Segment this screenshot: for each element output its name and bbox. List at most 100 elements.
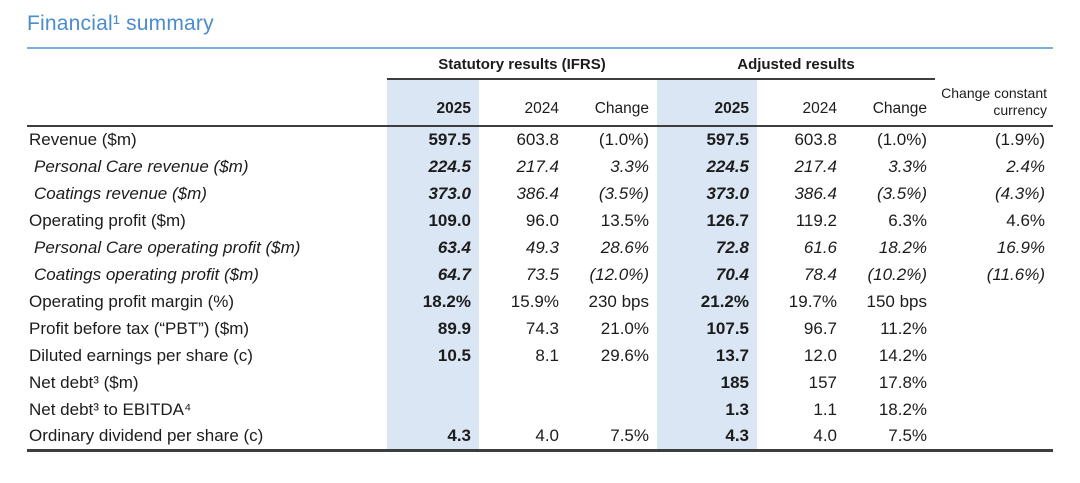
cell-stat-change: (1.0%): [598, 130, 649, 150]
cell-stat-change: (12.0%): [589, 264, 649, 284]
cell-stat-2025: 18.2%: [387, 288, 479, 316]
cell-stat-change: 230 bps: [588, 291, 650, 311]
cell-stat-2024: 386.4: [516, 183, 559, 203]
row-label: Net debt³ to EBITDA⁴: [29, 399, 192, 419]
cell-adj-2025: 107.5: [657, 315, 757, 343]
cell-stat-change: 29.6%: [600, 345, 649, 365]
cell-stat-change: (3.5%): [598, 183, 649, 203]
cell-adj-2025: 597.5: [657, 126, 757, 154]
cell-adj-change: (10.2%): [867, 264, 928, 284]
financial-summary-table: Statutory results (IFRS) Adjusted result…: [27, 47, 1054, 452]
cell-stat-change: 3.3%: [610, 156, 649, 176]
cell-adj-2024: 4.0: [757, 423, 845, 452]
cell-adj-2024: 19.7%: [788, 291, 837, 311]
cell-stat-2025: 64.7: [387, 261, 479, 289]
cell-adj-2025: 126.7: [657, 207, 757, 235]
cell-adj-2025: 4.3: [657, 423, 757, 452]
row-operating-profit-margin: Operating profit margin (%) 18.2% 15.9% …: [27, 288, 1053, 316]
row-net-debt: Net debt³ ($m) 185 157 17.8%: [27, 369, 1053, 397]
group-header-spacer-right: [935, 48, 1053, 79]
cell-change-constant-currency: [935, 369, 1053, 396]
row-net-debt-to-ebitda: Net debt³ to EBITDA⁴ 1.3 1.1 18.2%: [27, 396, 1053, 424]
cell-stat-2025: [387, 369, 479, 397]
cell-adj-2025: 185: [657, 369, 757, 397]
cell-change-constant-currency: 2.4%: [1006, 156, 1046, 176]
group-header-row: Statutory results (IFRS) Adjusted result…: [27, 48, 1053, 80]
cell-change-constant-currency: [935, 396, 1053, 423]
row-revenue: Revenue ($m) 597.5 603.8 (1.0%) 597.5 60…: [27, 126, 1053, 154]
group-header-spacer: [27, 48, 387, 79]
row-profit-before-tax: Profit before tax (“PBT”) ($m) 89.9 74.3…: [27, 315, 1053, 343]
cell-change-constant-currency: [935, 423, 1054, 452]
cell-adj-2025: 224.5: [657, 153, 757, 181]
row-label: Profit before tax (“PBT”) ($m): [29, 318, 250, 338]
row-operating-profit: Operating profit ($m) 109.0 96.0 13.5% 1…: [27, 207, 1053, 235]
row-label: Ordinary dividend per share (c): [27, 423, 387, 452]
cell-adj-change: 18.2%: [878, 237, 928, 257]
cell-change-constant-currency: [935, 288, 1053, 315]
col-adjusted-2025: 2025: [657, 79, 757, 128]
cell-adj-2025: 373.0: [657, 180, 757, 208]
cell-stat-2025: 373.0: [387, 180, 479, 208]
row-personal-care-operating-profit: Personal Care operating profit ($m) 63.4…: [27, 234, 1053, 262]
cell-adj-2024: 157: [808, 372, 837, 392]
cell-adj-2024: 217.4: [794, 156, 837, 176]
cell-adj-2025: 70.4: [657, 261, 757, 289]
cell-adj-change: 7.5%: [845, 423, 936, 452]
row-coatings-operating-profit: Coatings operating profit ($m) 64.7 73.5…: [27, 261, 1053, 289]
row-personal-care-revenue: Personal Care revenue ($m) 224.5 217.4 3…: [27, 153, 1053, 181]
cell-adj-2024: 1.1: [813, 399, 837, 419]
cell-stat-2024: 15.9%: [510, 291, 559, 311]
row-label: Coatings operating profit ($m): [34, 264, 259, 284]
cell-adj-2024: 119.2: [795, 210, 837, 230]
cell-stat-change: 28.6%: [600, 237, 649, 257]
cell-adj-change: 150 bps: [866, 291, 928, 311]
cell-adj-2025: 1.3: [657, 396, 757, 424]
cell-change-constant-currency: 16.9%: [996, 237, 1046, 257]
label-column-header: [27, 79, 387, 128]
cell-stat-2024: 4.0: [479, 423, 567, 452]
cell-stat-2024: 73.5: [525, 264, 559, 284]
cell-adj-2024: 603.8: [794, 130, 837, 150]
cell-change-constant-currency: [935, 315, 1053, 342]
cell-change-constant-currency: (1.9%): [994, 130, 1046, 150]
row-diluted-eps: Diluted earnings per share (c) 10.5 8.1 …: [27, 342, 1053, 370]
col-adjusted-change: Change: [845, 79, 936, 128]
row-label: Personal Care revenue ($m): [34, 156, 249, 176]
cell-adj-change: 6.3%: [888, 210, 928, 230]
financial-summary-page: Financial¹ summary Statutory results (IF…: [27, 12, 1054, 452]
cell-adj-change: 11.2%: [880, 318, 928, 338]
cell-stat-2025: 89.9: [387, 315, 479, 343]
page-title: Financial¹ summary: [27, 12, 214, 35]
row-label: Revenue ($m): [29, 130, 137, 150]
cell-stat-change: [567, 396, 657, 423]
column-header-row: 2025 2024 Change 2025 2024 Change Change…: [27, 79, 1054, 128]
cell-stat-2024: 8.1: [535, 345, 559, 365]
cell-stat-2025: 63.4: [387, 234, 479, 262]
row-label: Operating profit ($m): [29, 210, 186, 230]
cell-stat-2024: 74.3: [525, 318, 559, 338]
col-statutory-2024: 2024: [479, 79, 567, 128]
cell-adj-change: (3.5%): [876, 183, 928, 203]
cell-stat-2024: 49.3: [525, 237, 559, 257]
row-label: Diluted earnings per share (c): [29, 345, 253, 365]
cell-stat-2024: 96.0: [525, 210, 559, 230]
cell-stat-2024: 603.8: [516, 130, 559, 150]
cell-adj-2025: 21.2%: [657, 288, 757, 316]
cell-adj-2025: 72.8: [657, 234, 757, 262]
cell-stat-2025: [387, 396, 479, 424]
col-change-constant-currency: Change constant currency: [935, 79, 1054, 128]
col-adjusted-2024: 2024: [757, 79, 845, 128]
row-coatings-revenue: Coatings revenue ($m) 373.0 386.4 (3.5%)…: [27, 180, 1053, 208]
cell-stat-change: 21.0%: [600, 318, 649, 338]
row-label: Personal Care operating profit ($m): [34, 237, 301, 257]
row-label: Net debt³ ($m): [29, 372, 139, 392]
cell-adj-change: 14.2%: [878, 345, 928, 365]
cell-stat-change: [567, 369, 657, 396]
cell-stat-2025: 224.5: [387, 153, 479, 181]
cell-stat-2024: [479, 369, 567, 396]
cell-adj-2025: 13.7: [657, 342, 757, 370]
cell-stat-2024: [479, 396, 567, 423]
row-label: Operating profit margin (%): [29, 291, 235, 311]
cell-stat-2025: 10.5: [387, 342, 479, 370]
